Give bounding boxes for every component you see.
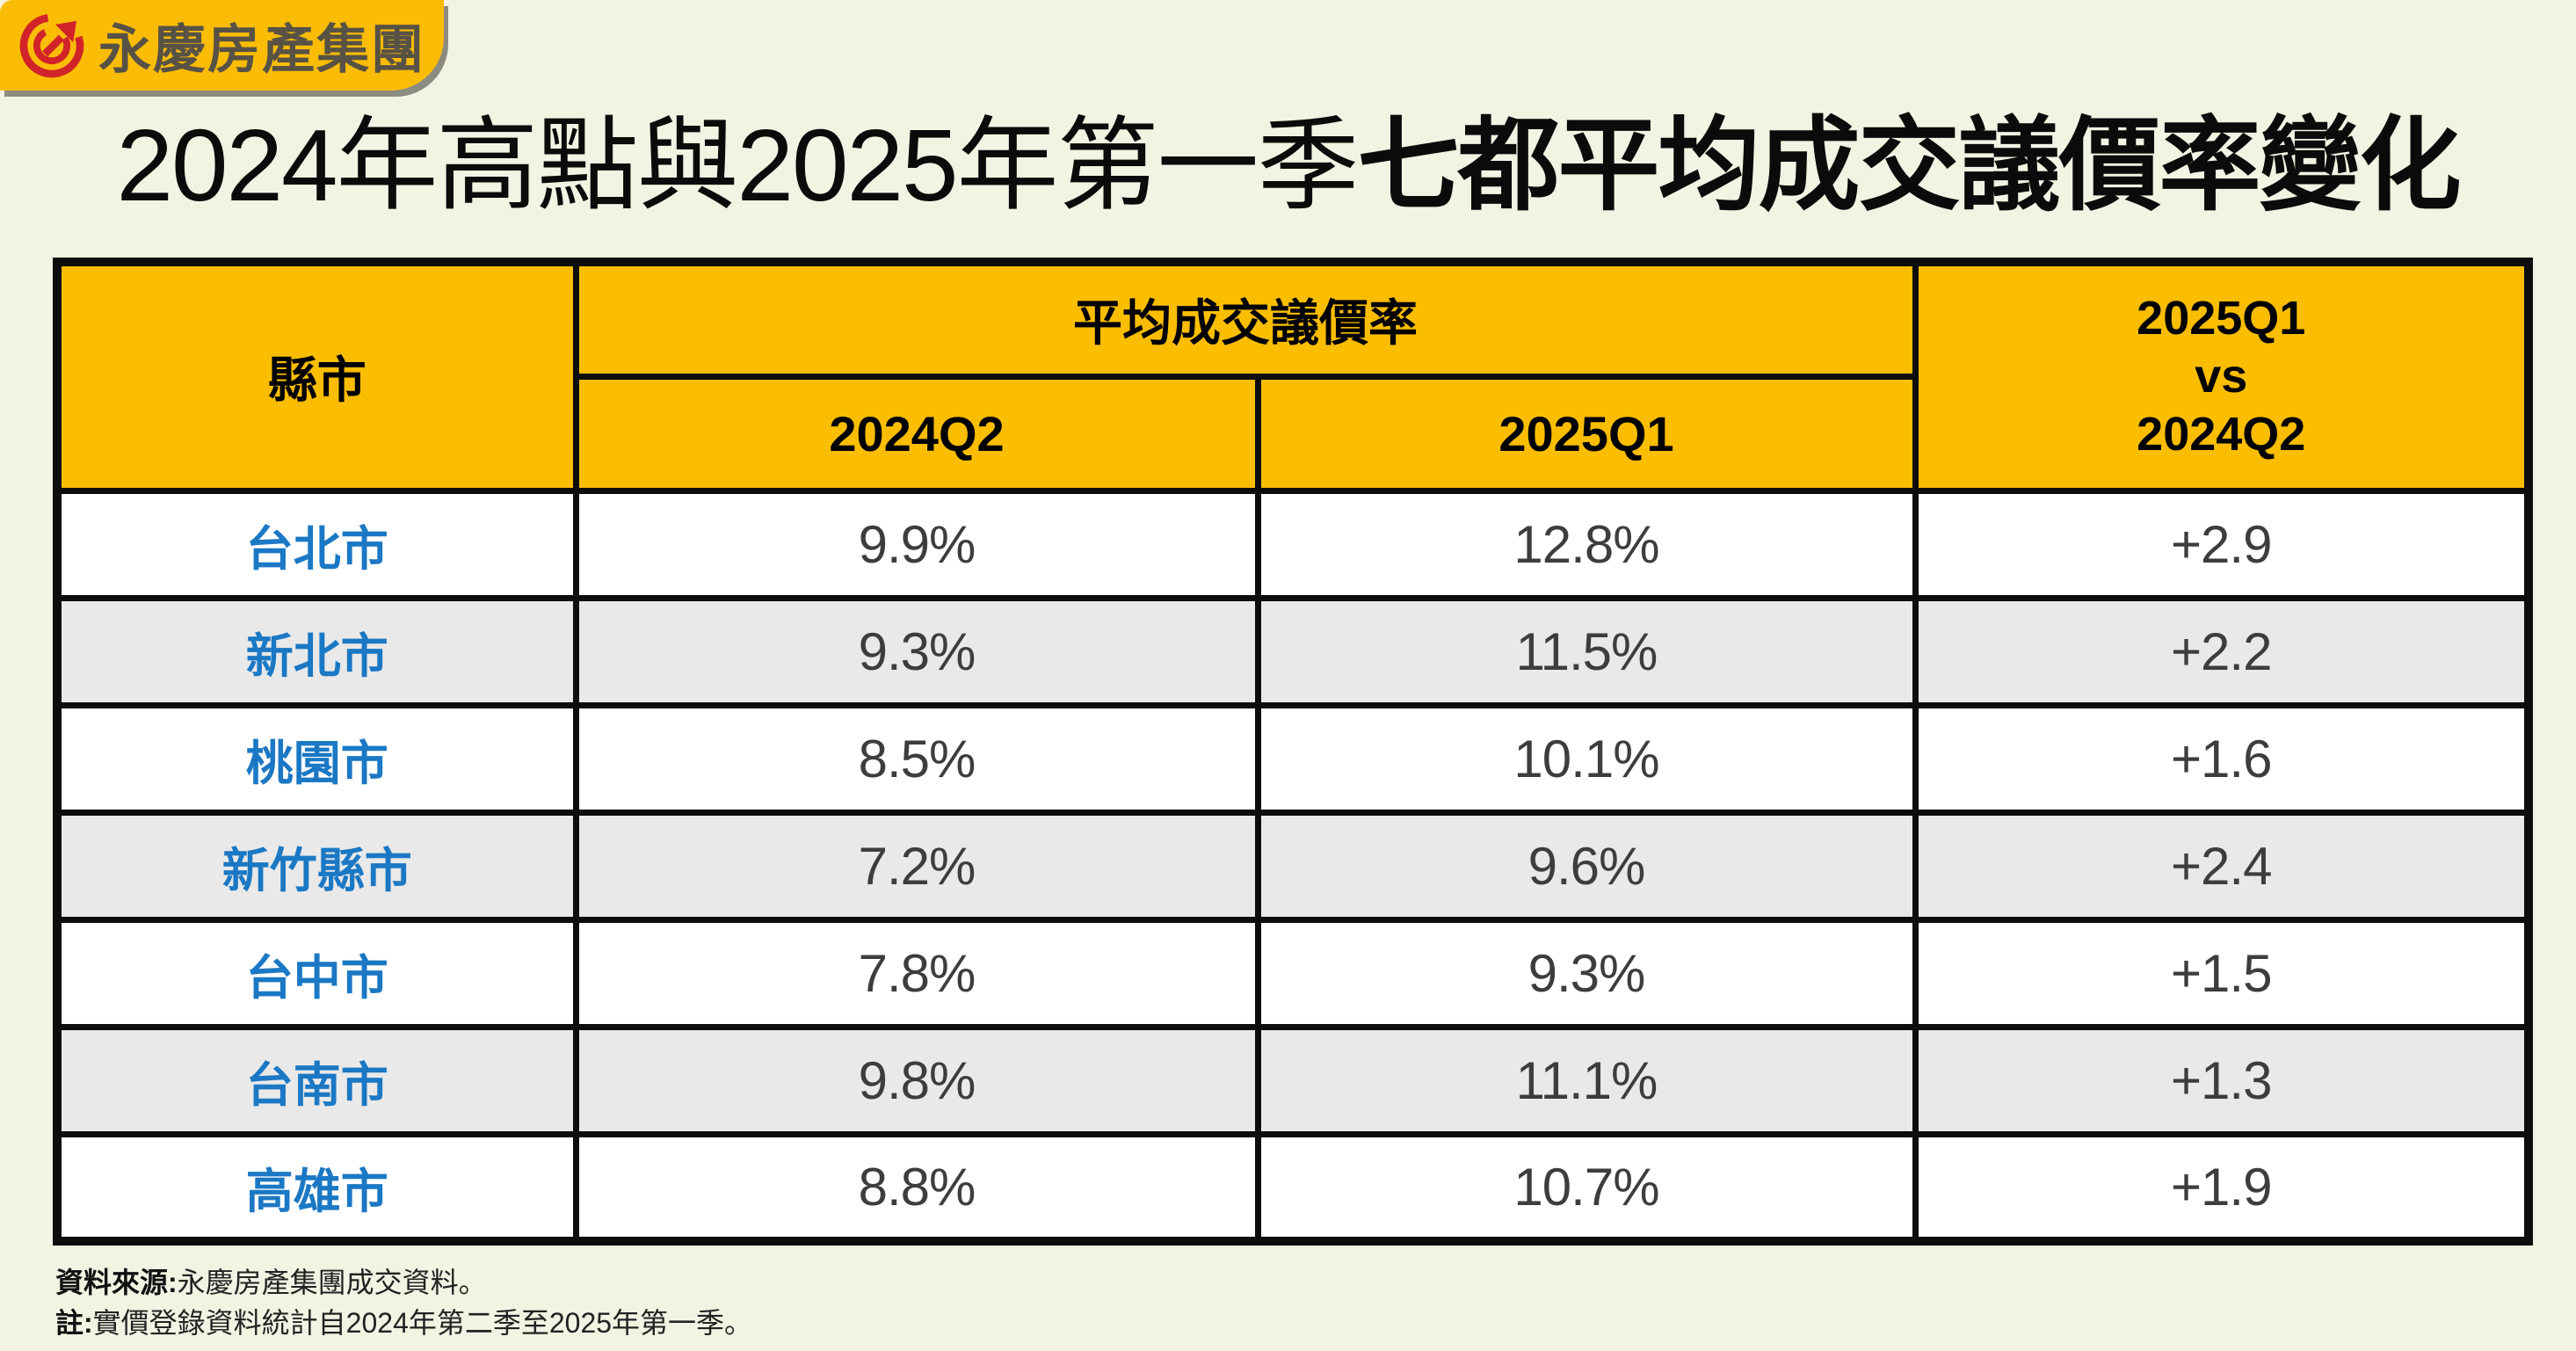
value-2025q1: 11.5% bbox=[1254, 594, 1919, 708]
value-2024q2: 7.2% bbox=[572, 809, 1261, 923]
header-city: 縣市 bbox=[54, 258, 579, 494]
footer-notes: 資料來源:永慶房產集團成交資料。 註:實價登錄資料統計自2024年第二季至202… bbox=[55, 1262, 752, 1344]
value-2025q1: 9.3% bbox=[1254, 916, 1919, 1030]
note-line: 註:實價登錄資料統計自2024年第二季至2025年第一季。 bbox=[55, 1303, 752, 1343]
table-row-hsinchu: 新竹縣市 7.2% 9.6% +2.4 bbox=[54, 809, 2532, 923]
table-body: 台北市 9.9% 12.8% +2.9 新北市 9.3% 11.5% +2.2 … bbox=[54, 487, 2532, 1245]
value-2025q1: 10.1% bbox=[1254, 701, 1919, 816]
value-2025q1: 10.7% bbox=[1254, 1130, 1919, 1245]
source-text: 永慶房產集團成交資料。 bbox=[177, 1267, 487, 1298]
note-text: 實價登錄資料統計自2024年第二季至2025年第一季。 bbox=[92, 1307, 753, 1340]
value-diff: +2.4 bbox=[1912, 809, 2532, 923]
city-name: 新北市 bbox=[54, 594, 579, 708]
table-header: 縣市 平均成交議價率 2025Q1 vs 2024Q2 2024Q2 2025Q… bbox=[54, 258, 2532, 494]
page-title-emphasis: 七都平均成交議價率變化 bbox=[1357, 108, 2462, 222]
yungching-swirl-logo-icon bbox=[19, 13, 84, 77]
header-diff-line2: vs bbox=[2195, 349, 2248, 403]
table-row-taoyuan: 桃園市 8.5% 10.1% +1.6 bbox=[54, 701, 2532, 816]
table-row-taichung: 台中市 7.8% 9.3% +1.5 bbox=[54, 916, 2532, 1030]
table-row-newtaipei: 新北市 9.3% 11.5% +2.2 bbox=[54, 594, 2532, 708]
negotiation-rate-table: 縣市 平均成交議價率 2025Q1 vs 2024Q2 2024Q2 2025Q… bbox=[53, 258, 2533, 1246]
table-row-kaohsiung: 高雄市 8.8% 10.7% +1.9 bbox=[54, 1130, 2532, 1245]
header-diff-line3: 2024Q2 bbox=[2137, 407, 2306, 461]
source-line: 資料來源:永慶房產集團成交資料。 bbox=[55, 1262, 752, 1303]
header-diff-line1: 2025Q1 bbox=[2137, 291, 2306, 345]
page-title-prefix: 2024年高點與2025年第一季 bbox=[116, 108, 1359, 222]
value-2024q2: 9.8% bbox=[572, 1023, 1261, 1137]
value-diff: +1.5 bbox=[1912, 916, 2532, 1030]
note-label: 註: bbox=[55, 1307, 93, 1340]
value-diff: +1.3 bbox=[1912, 1023, 2532, 1137]
value-diff: +1.6 bbox=[1912, 701, 2532, 816]
brand-name: 永慶房產集團 bbox=[98, 20, 425, 79]
source-label: 資料來源: bbox=[55, 1267, 178, 1298]
value-2024q2: 9.3% bbox=[572, 594, 1261, 708]
value-diff: +2.9 bbox=[1912, 487, 2532, 601]
city-name: 台南市 bbox=[54, 1023, 579, 1137]
header-2025q1: 2025Q1 bbox=[1254, 373, 1919, 494]
city-name: 台中市 bbox=[54, 916, 579, 1030]
header-group-avg-rate: 平均成交議價率 bbox=[572, 258, 1919, 380]
city-name: 台北市 bbox=[54, 487, 579, 601]
value-diff: +1.9 bbox=[1912, 1130, 2532, 1245]
value-2024q2: 9.9% bbox=[572, 487, 1261, 601]
city-name: 新竹縣市 bbox=[54, 809, 579, 923]
value-diff: +2.2 bbox=[1912, 594, 2532, 708]
table-row-tainan: 台南市 9.8% 11.1% +1.3 bbox=[54, 1023, 2532, 1137]
value-2024q2: 7.8% bbox=[572, 916, 1261, 1030]
city-name: 桃園市 bbox=[54, 701, 579, 816]
value-2024q2: 8.8% bbox=[572, 1130, 1261, 1245]
value-2025q1: 9.6% bbox=[1254, 809, 1919, 923]
header-diff: 2025Q1 vs 2024Q2 bbox=[1912, 258, 2532, 494]
value-2025q1: 12.8% bbox=[1254, 487, 1919, 601]
table-row-taipei: 台北市 9.9% 12.8% +2.9 bbox=[54, 487, 2532, 601]
city-name: 高雄市 bbox=[54, 1130, 579, 1245]
brand-badge: 永慶房產集團 bbox=[0, 0, 444, 91]
header-2024q2: 2024Q2 bbox=[572, 373, 1261, 494]
value-2025q1: 11.1% bbox=[1254, 1023, 1919, 1137]
value-2024q2: 8.5% bbox=[572, 701, 1261, 816]
page-title: 2024年高點與2025年第一季七都平均成交議價率變化 bbox=[0, 107, 2576, 224]
